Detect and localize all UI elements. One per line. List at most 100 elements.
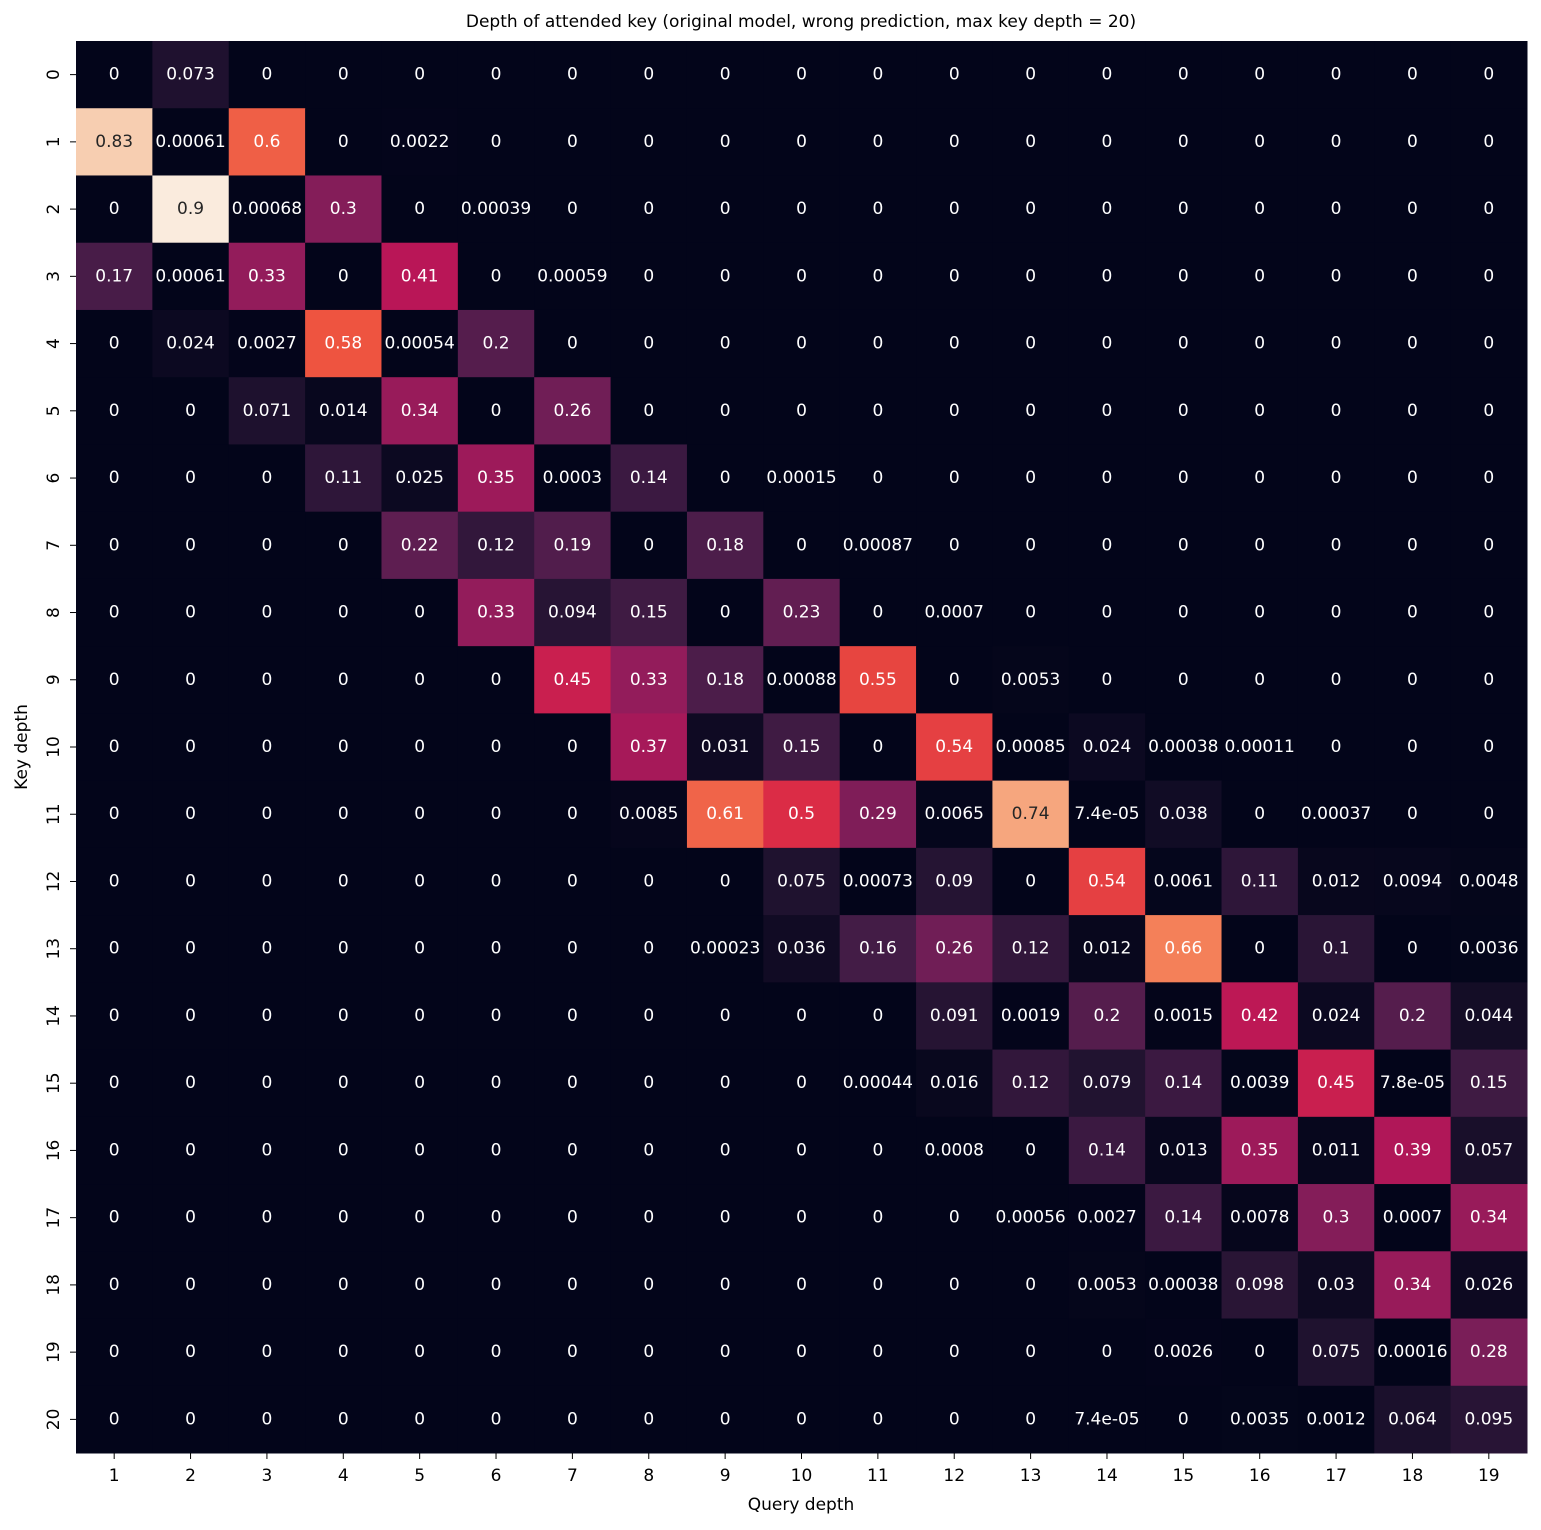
cell-label: 0: [185, 939, 196, 959]
cell-label: 0: [872, 401, 883, 421]
cell-label: 0: [567, 1140, 578, 1160]
heatmap-cell: [1297, 982, 1375, 1051]
y-tick-label: 8: [44, 607, 64, 618]
heatmap-cell: [457, 780, 535, 849]
cell-label: 0.024: [1083, 737, 1132, 757]
cell-label: 0: [1483, 670, 1494, 690]
heatmap-cell: [152, 646, 230, 714]
heatmap-cell: [457, 1251, 535, 1320]
x-tick-label: 5: [414, 1466, 425, 1486]
cell-label: 0: [567, 804, 578, 824]
heatmap-cell: [228, 915, 306, 983]
cell-label: 0.19: [553, 535, 591, 555]
heatmap-cell: [1374, 915, 1452, 983]
cell-label: 0: [491, 1140, 502, 1160]
heatmap-cell: [686, 1251, 764, 1320]
cell-label: 0.03: [1317, 1275, 1355, 1295]
y-tick-label: 2: [44, 204, 64, 215]
cell-label: 0.2: [1093, 1006, 1120, 1026]
cell-label: 0: [1178, 266, 1189, 286]
cell-label: 0: [567, 1073, 578, 1093]
heatmap-cell: [763, 982, 841, 1051]
heatmap-cell: [534, 175, 612, 244]
heatmap-cell: [534, 444, 612, 513]
heatmap-cell: [152, 511, 230, 580]
heatmap-cell: [305, 915, 382, 983]
heatmap-cell: [1374, 1385, 1452, 1454]
heatmap-cell: [152, 108, 230, 176]
cell-label: 0.00073: [843, 871, 913, 891]
heatmap-cell: [457, 982, 535, 1051]
heatmap-cell: [763, 713, 841, 782]
cell-label: 0.41: [401, 266, 439, 286]
heatmap-cell: [610, 1318, 688, 1387]
cell-label: 0: [414, 1409, 425, 1429]
heatmap-cell: [228, 646, 306, 714]
cell-label: 0: [262, 1140, 273, 1160]
cell-label: 0: [185, 670, 196, 690]
heatmap-cell: [686, 309, 764, 378]
cell-label: 0.0022: [390, 132, 449, 152]
x-tick-label: 11: [867, 1466, 889, 1486]
cell-label: 0.0012: [1306, 1409, 1365, 1429]
cell-label: 0: [643, 334, 654, 354]
heatmap-cell: [1374, 847, 1452, 916]
cell-label: 0: [949, 401, 960, 421]
heatmap-cell: [1297, 578, 1375, 647]
cell-label: 0: [338, 603, 349, 623]
cell-label: 0: [1331, 737, 1342, 757]
heatmap-cell: [1221, 511, 1299, 580]
heatmap-cell: [1145, 444, 1223, 513]
heatmap-cell: [686, 713, 764, 782]
heatmap-cell: [1221, 41, 1299, 109]
cell-label: 0: [109, 871, 120, 891]
cell-label: 0.6: [253, 132, 280, 152]
cell-label: 0.00056: [995, 1208, 1065, 1228]
heatmap-cell: [610, 41, 688, 109]
cell-label: 0: [1483, 266, 1494, 286]
heatmap-cell: [916, 713, 993, 782]
x-tick-label: 13: [1020, 1466, 1042, 1486]
cell-label: 0.098: [1235, 1275, 1284, 1295]
heatmap-cell: [686, 780, 764, 849]
cell-label: 0: [185, 468, 196, 488]
heatmap-cell: [992, 1184, 1070, 1252]
cell-label: 0.18: [706, 535, 744, 555]
cell-label: 0.075: [1312, 1342, 1361, 1362]
cell-label: 0: [109, 737, 120, 757]
cell-label: 0: [1025, 468, 1036, 488]
heatmap-cell: [1068, 242, 1146, 311]
cell-label: 0: [1407, 199, 1418, 219]
cell-label: 0.025: [395, 468, 444, 488]
cell-label: 0: [1178, 535, 1189, 555]
cell-label: 0.2: [483, 334, 510, 354]
cell-label: 0: [1407, 65, 1418, 85]
cell-label: 0: [1407, 468, 1418, 488]
cell-label: 0: [1025, 1140, 1036, 1160]
cell-label: 0: [567, 65, 578, 85]
cell-label: 0.00044: [843, 1073, 913, 1093]
cell-label: 0.15: [783, 737, 821, 757]
heatmap-cell: [152, 1318, 230, 1387]
heatmap-cell: [1374, 780, 1452, 849]
heatmap-cell: [1297, 444, 1375, 513]
cell-label: 0: [1178, 334, 1189, 354]
cell-label: 0: [643, 199, 654, 219]
cell-label: 0.00087: [843, 535, 913, 555]
heatmap-cell: [1297, 41, 1375, 109]
cell-label: 0: [414, 1342, 425, 1362]
cell-label: 0.09: [935, 871, 973, 891]
cell-label: 0.66: [1164, 939, 1202, 959]
heatmap-cell: [534, 713, 612, 782]
cell-label: 0.14: [1164, 1208, 1202, 1228]
y-tick-label: 16: [44, 1140, 64, 1162]
cell-label: 0.031: [701, 737, 750, 757]
cell-label: 0: [414, 1208, 425, 1228]
cell-label: 0: [1254, 603, 1265, 623]
y-axis-label: Key depth: [12, 704, 32, 790]
heatmap-cell: [992, 915, 1070, 983]
cell-label: 0: [1407, 804, 1418, 824]
cell-label: 0: [1254, 266, 1265, 286]
cell-label: 0: [1483, 132, 1494, 152]
heatmap-cell: [610, 242, 688, 311]
